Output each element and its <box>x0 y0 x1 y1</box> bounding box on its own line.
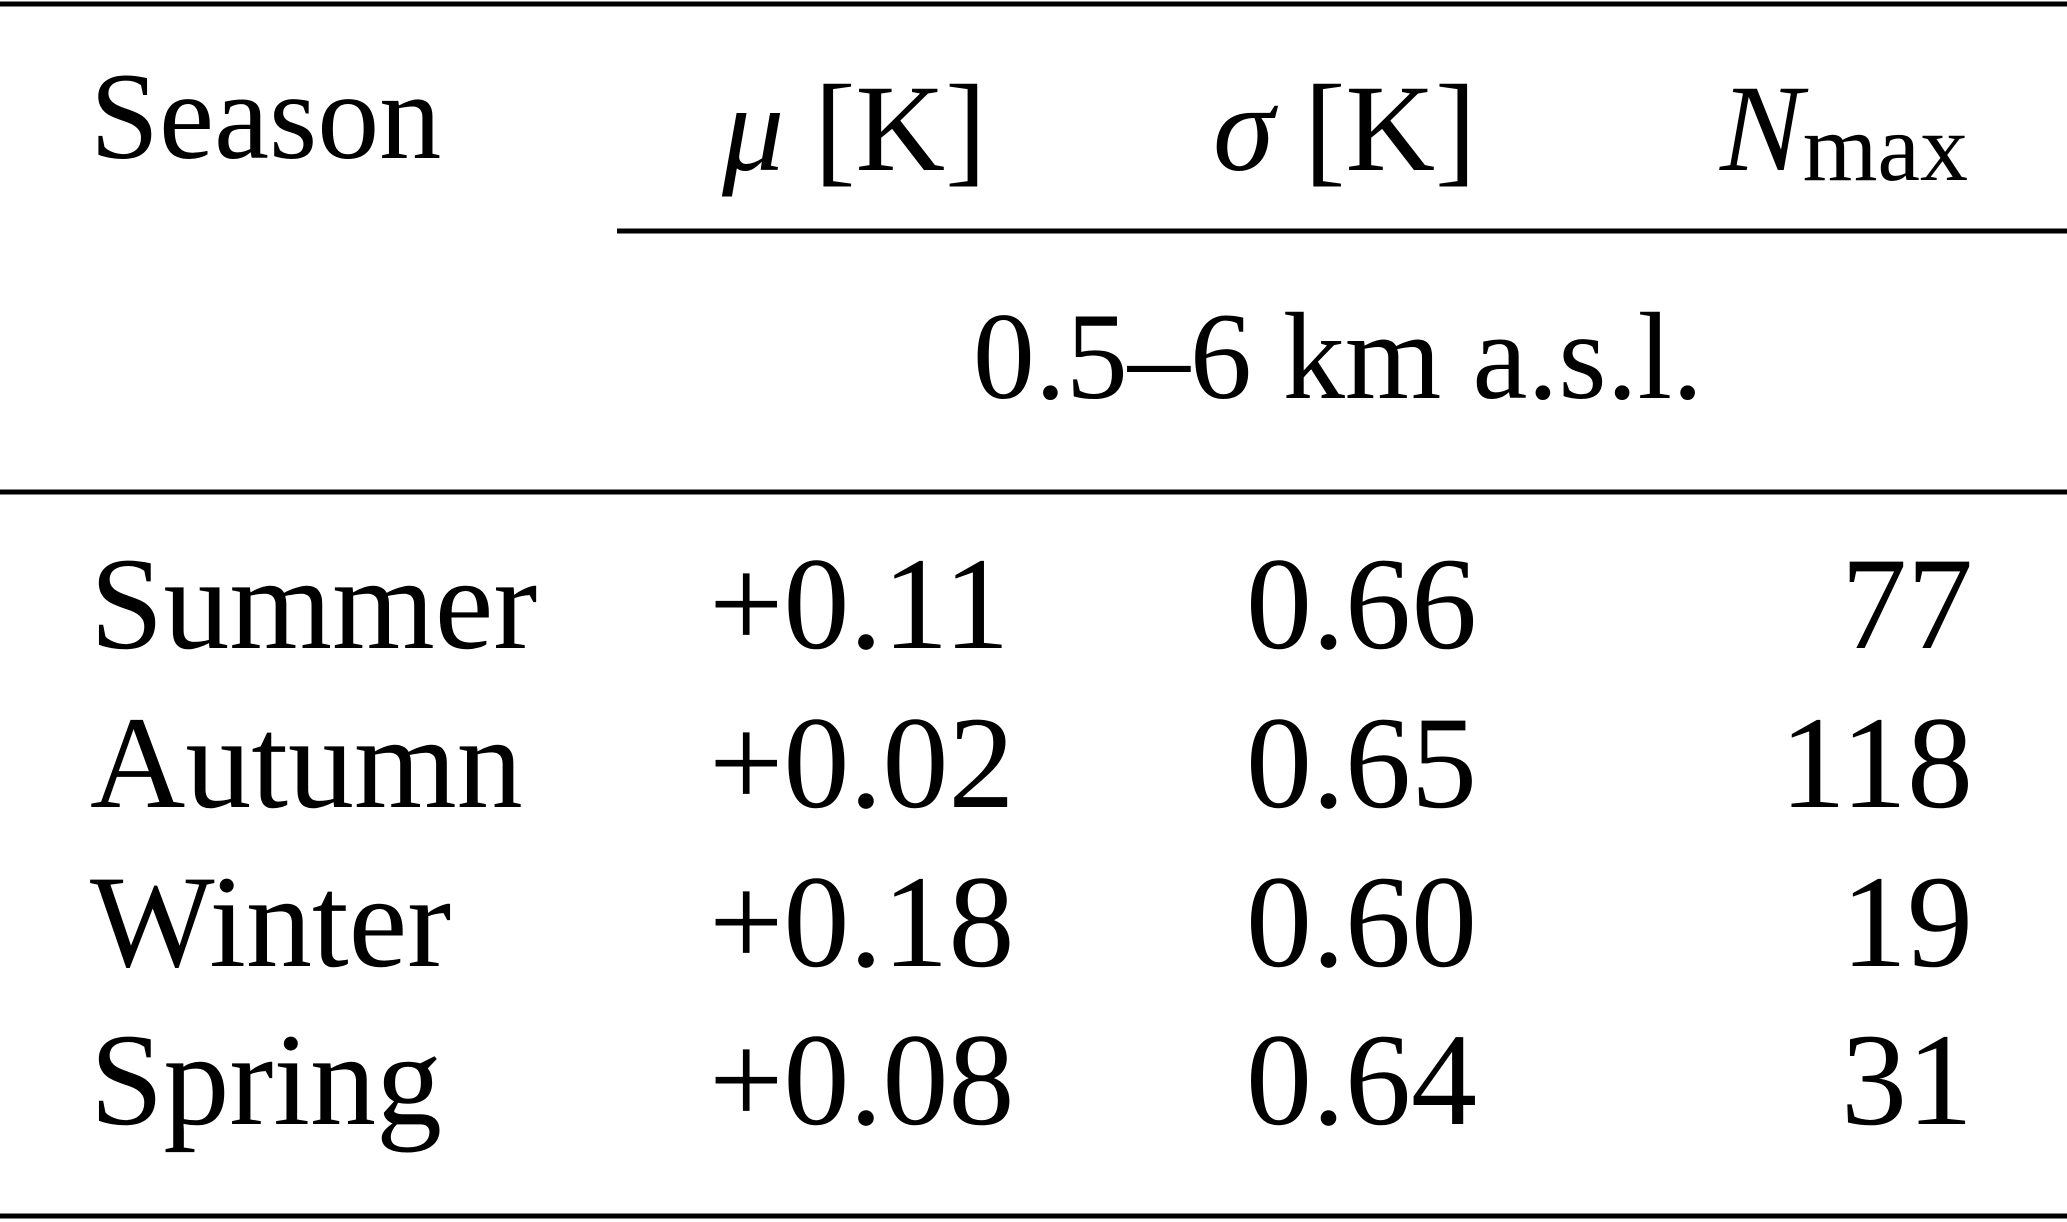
sigma-cell: 0.64 <box>1246 1006 1477 1153</box>
mu-cell: +0.18 <box>709 848 1014 995</box>
nmax-cell: 31 <box>1841 1006 1973 1153</box>
mu-unit: [K] <box>814 60 986 197</box>
sigma-cell: 0.65 <box>1246 689 1477 836</box>
mu-cell: +0.02 <box>709 689 1014 836</box>
mu-cell: +0.11 <box>709 530 1010 677</box>
header-season: Season <box>90 48 441 185</box>
season-cell: Summer <box>90 530 537 677</box>
nmax-cell: 19 <box>1841 848 1973 995</box>
nmax-cell: 77 <box>1841 530 1973 677</box>
sigma-symbol: σ <box>1213 60 1279 197</box>
header-sigma: σ [K] <box>1213 60 1476 197</box>
season-cell: Winter <box>90 848 451 995</box>
season-cell: Spring <box>90 1006 442 1153</box>
mu-symbol: μ <box>721 60 784 197</box>
subheader: 0.5–6 km a.s.l. <box>973 288 1703 425</box>
sigma-cell: 0.66 <box>1246 530 1477 677</box>
nmax-subscript: max <box>1803 94 1968 201</box>
header-mu: μ [K] <box>721 60 986 197</box>
nmax-symbol: N <box>1719 60 1809 197</box>
sigma-cell: 0.60 <box>1246 848 1477 995</box>
season-cell: Autumn <box>90 689 523 836</box>
nmax-cell: 118 <box>1780 689 1973 836</box>
sigma-unit: [K] <box>1304 60 1476 197</box>
mu-cell: +0.08 <box>709 1006 1014 1153</box>
header-nmax: Nmax <box>1719 60 1968 201</box>
